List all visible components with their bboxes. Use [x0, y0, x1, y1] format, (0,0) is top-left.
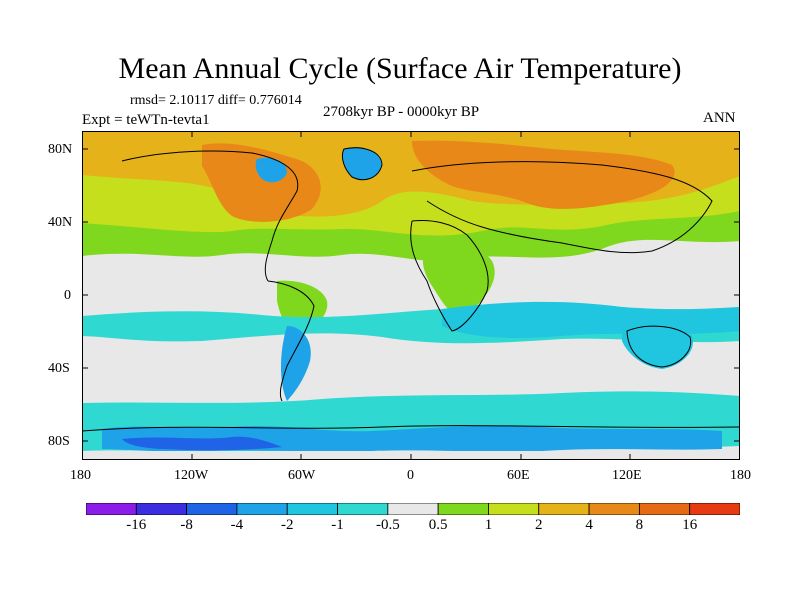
- season-label: ANN: [703, 110, 736, 126]
- legend-label: -4: [230, 517, 244, 533]
- legend-label: 8: [635, 517, 644, 533]
- stats-text: rmsd= 2.10117 diff= 0.776014: [130, 93, 302, 108]
- lon-label-120w: 120W: [174, 468, 209, 483]
- lon-label-120e: 120E: [612, 468, 642, 483]
- coastlines: [82, 147, 740, 432]
- legend-swatch: [337, 503, 389, 515]
- legend-swatch: [86, 503, 137, 515]
- legend-swatch: [236, 503, 288, 515]
- south-america-outline: [267, 280, 315, 402]
- lat-label-40s: 40S: [48, 361, 70, 376]
- legend-swatch: [538, 503, 590, 515]
- legend-label: 0.5: [428, 517, 448, 533]
- lat-label-80s: 80S: [48, 434, 70, 449]
- north-america-outline: [121, 150, 299, 282]
- hudson-blue: [255, 157, 287, 183]
- legend-label: 4: [585, 517, 593, 533]
- antarctica-outline: [82, 425, 740, 432]
- lon-label-60e: 60E: [507, 468, 530, 483]
- legend-label: 2: [535, 517, 543, 533]
- legend-colorbar: [86, 503, 740, 515]
- legend-label: -8: [180, 517, 193, 533]
- tropical-neutral: [82, 261, 740, 301]
- lat-label-0: 0: [64, 288, 71, 303]
- lon-label-180w: 180: [70, 468, 91, 483]
- legend-label: -2: [280, 517, 294, 533]
- australia-cyan: [622, 322, 693, 369]
- america-orange: [202, 143, 321, 222]
- legend-label: -0.5: [375, 517, 400, 533]
- legend-swatch: [387, 503, 439, 515]
- africa-green: [422, 246, 495, 317]
- experiment-label: Expt = teWTn-tevta1: [82, 112, 210, 128]
- greenland-outline: [341, 147, 383, 181]
- legend-swatch: [638, 503, 691, 515]
- legend-swatch: [135, 503, 188, 515]
- eurasia-orange: [412, 140, 675, 209]
- legend-label: -1: [331, 517, 344, 533]
- map-ticks: [82, 131, 740, 460]
- greenland-blue: [342, 147, 382, 180]
- lat-label-40n: 40N: [48, 215, 73, 230]
- period-label: 2708kyr BP - 0000kyr BP: [323, 104, 480, 120]
- lat-label-80n: 80N: [48, 142, 73, 157]
- legend-label: -16: [126, 517, 147, 533]
- legend-swatch: [689, 503, 740, 515]
- legend-swatch: [286, 503, 338, 515]
- legend-swatch: [186, 503, 238, 515]
- australia-outline: [626, 325, 692, 368]
- legend-swatch: [437, 503, 489, 515]
- legend-swatch: [488, 503, 540, 515]
- map-title: Mean Annual Cycle (Surface Air Temperatu…: [118, 52, 682, 85]
- temperature-anomaly-map: [82, 131, 740, 460]
- legend-label: 16: [682, 517, 698, 533]
- south-america-blue: [280, 326, 311, 401]
- lon-label-180e: 180: [730, 468, 751, 483]
- legend-label: 1: [484, 517, 493, 533]
- africa-outline: [410, 220, 489, 332]
- legend-swatch: [588, 503, 640, 515]
- lon-label-0: 0: [407, 468, 414, 483]
- lon-label-60w: 60W: [288, 468, 316, 483]
- eurasia-outline: [411, 161, 713, 254]
- antarctic-deep-blue: [122, 436, 282, 451]
